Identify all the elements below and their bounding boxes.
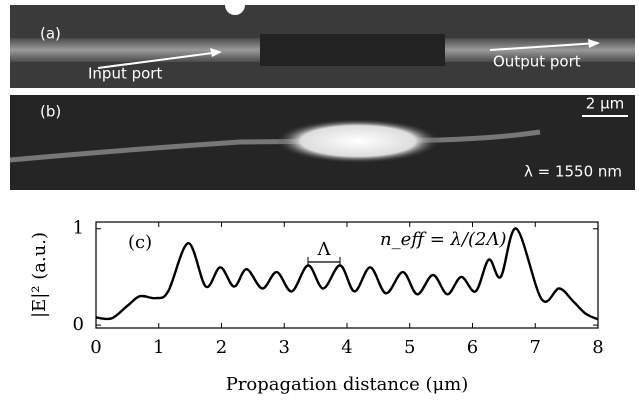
field-curve bbox=[95, 227, 599, 321]
panel-a: (a) Input port Output port bbox=[10, 0, 635, 88]
x-tick-label: 0 bbox=[90, 337, 101, 358]
panel-b: (b) 2 μm λ = 1550 nm bbox=[9, 95, 635, 190]
plot: (c) Λ n_eff = λ/(2Λ) Propagation distanc… bbox=[29, 218, 604, 395]
y-axis-label: |E|² (a.u.) bbox=[29, 232, 50, 318]
x-tick-label: 5 bbox=[404, 337, 415, 358]
y-tick-label: 1 bbox=[73, 218, 84, 239]
panel-label: (a) bbox=[40, 25, 61, 43]
scale-bar-label: 2 μm bbox=[586, 95, 624, 113]
wavelength-label: λ = 1550 nm bbox=[524, 163, 622, 181]
x-axis-label: Propagation distance (μm) bbox=[226, 374, 469, 395]
x-tick-label: 3 bbox=[279, 337, 290, 358]
x-tick-label: 2 bbox=[216, 337, 227, 358]
x-tick-label: 8 bbox=[592, 337, 603, 358]
x-tick-label: 7 bbox=[530, 337, 541, 358]
panel-label: (b) bbox=[40, 103, 61, 121]
x-tick-label: 4 bbox=[341, 337, 352, 358]
y-tick-label: 0 bbox=[73, 314, 84, 335]
neff-annotation: n_eff = λ/(2Λ) bbox=[380, 229, 507, 250]
x-tick-label: 6 bbox=[467, 337, 478, 358]
output-label: Output port bbox=[493, 53, 581, 71]
period-annotation: Λ bbox=[317, 239, 332, 260]
input-label: Input port bbox=[88, 65, 162, 83]
panel-label: (c) bbox=[128, 232, 152, 253]
x-tick-label: 1 bbox=[153, 337, 164, 358]
